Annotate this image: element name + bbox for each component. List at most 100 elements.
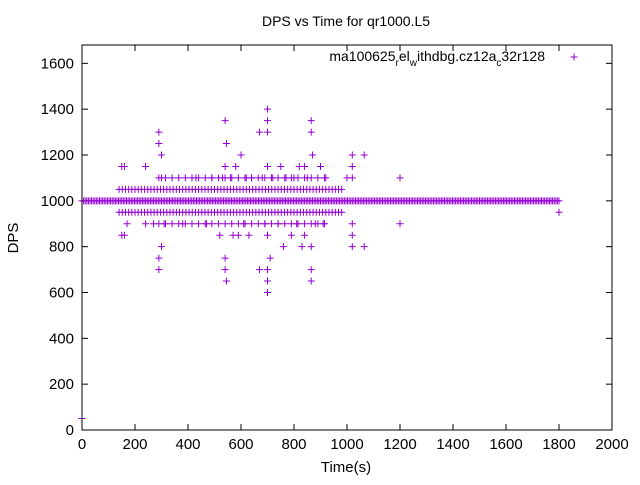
legend-series-label: ma100625relwithdbg.cz12ac32r128: [329, 48, 545, 69]
x-tick-label: 1400: [436, 436, 469, 453]
data-point: [396, 220, 404, 228]
data-point: [195, 220, 203, 228]
chart-title: DPS vs Time for qr1000.L5: [262, 13, 430, 29]
x-tick-label: 600: [228, 436, 253, 453]
data-point: [287, 231, 295, 239]
data-point: [298, 243, 306, 251]
data-point: [307, 266, 315, 274]
data-point: [348, 174, 356, 182]
y-tick-label: 400: [49, 330, 74, 347]
x-tick-label: 0: [78, 436, 86, 453]
data-point: [274, 220, 282, 228]
x-tick-label: 800: [281, 436, 306, 453]
legend: ma100625relwithdbg.cz12ac32r128: [329, 48, 578, 69]
data-point: [258, 174, 266, 182]
data-point: [279, 243, 287, 251]
data-point: [307, 128, 315, 136]
data-point: [317, 162, 324, 170]
data-point: [232, 162, 240, 170]
data-point: [264, 289, 271, 296]
data-point: [175, 174, 183, 182]
y-tick-label: 1000: [41, 193, 74, 210]
x-tick-label: 1200: [383, 436, 416, 453]
data-point: [203, 220, 211, 228]
legend-sub: w: [409, 58, 418, 69]
data-point: [248, 174, 256, 182]
data-point: [160, 220, 168, 228]
data-point: [158, 243, 165, 251]
data-point: [142, 220, 150, 228]
data-point: [314, 174, 322, 182]
y-tick-label: 1400: [41, 101, 74, 118]
data-point: [307, 243, 315, 251]
data-point: [293, 220, 301, 228]
data-point: [123, 220, 131, 228]
x-tick-label: 400: [175, 436, 200, 453]
data-point: [396, 174, 404, 182]
data-point: [254, 220, 262, 228]
data-point: [360, 151, 368, 159]
data-point: [261, 220, 269, 228]
data-point: [264, 266, 271, 274]
x-tick-label: 1000: [330, 436, 363, 453]
data-point: [228, 220, 236, 228]
data-point: [309, 151, 317, 159]
data-point: [338, 208, 346, 216]
data-point: [150, 220, 158, 228]
data-point: [301, 162, 309, 170]
data-point: [348, 243, 356, 251]
legend-part: ithdbg.cz12a: [417, 48, 497, 64]
x-tick-label: 1800: [542, 436, 575, 453]
data-point: [282, 174, 290, 182]
data-point: [221, 254, 229, 262]
data-point: [168, 220, 176, 228]
y-axis-label: DPS: [5, 223, 22, 254]
data-point: [221, 117, 229, 125]
data-point: [319, 220, 327, 228]
legend-part: ma100625: [329, 48, 395, 64]
data-point: [226, 174, 234, 182]
data-point: [348, 151, 356, 159]
x-tick-label: 1600: [489, 436, 522, 453]
legend-part: 32r128: [501, 48, 545, 64]
data-point: [301, 220, 309, 228]
data-point: [234, 231, 242, 239]
data-point: [221, 220, 229, 228]
data-point: [322, 174, 330, 182]
legend-sub: r: [396, 58, 400, 69]
data-point: [181, 174, 189, 182]
data-point: [264, 277, 271, 285]
data-point: [338, 185, 346, 193]
legend-marker: [570, 53, 578, 61]
data-point: [201, 174, 209, 182]
data-point: [214, 220, 222, 228]
plot-frame: [81, 44, 613, 431]
data-point: [264, 231, 271, 239]
data-point: [188, 220, 196, 228]
data-point: [264, 128, 271, 136]
data-point: [348, 220, 356, 228]
data-point: [269, 174, 277, 182]
data-point: [264, 105, 271, 113]
data-point: [142, 162, 150, 170]
data-point: [277, 162, 285, 170]
y-tick-label: 1200: [41, 147, 74, 164]
data-point: [155, 254, 163, 262]
y-tick-label: 0: [66, 422, 74, 439]
data-point: [264, 162, 271, 170]
data-point: [266, 254, 274, 262]
y-tick-label: 600: [49, 285, 74, 302]
data-point: [158, 151, 165, 159]
data-point: [216, 231, 224, 239]
y-tick-label: 800: [49, 239, 74, 256]
data-point: [218, 174, 226, 182]
data-point: [155, 140, 163, 148]
data-point: [168, 174, 176, 182]
data-point: [158, 174, 165, 182]
axis-ticks: 0 200 400 600 800 1000 1200 1400 1600 1800 2000 0 20…: [41, 45, 629, 453]
data-point: [311, 220, 319, 228]
data-point: [221, 162, 229, 170]
data-point: [303, 174, 311, 182]
